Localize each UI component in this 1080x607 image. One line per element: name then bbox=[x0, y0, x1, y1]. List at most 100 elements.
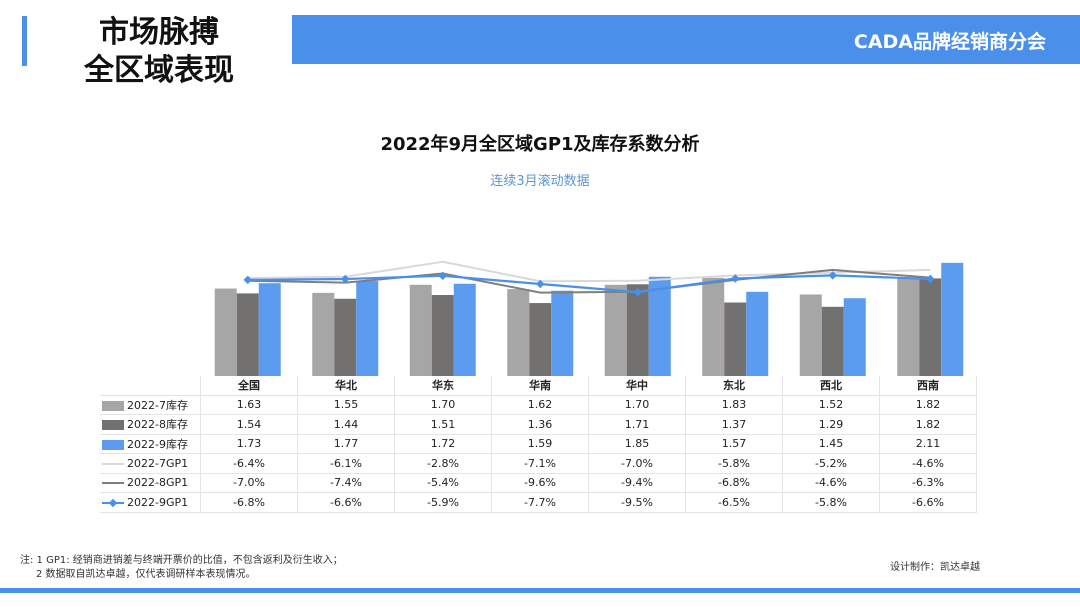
series-name: 2022-7GP1 bbox=[127, 456, 189, 470]
data-label: 1.82 bbox=[879, 414, 977, 435]
series-legend-cell: 2022-8库存 bbox=[100, 414, 201, 435]
category-label: 华中 bbox=[588, 376, 686, 396]
data-label: -9.4% bbox=[588, 472, 686, 493]
bar-3-4 bbox=[551, 290, 574, 376]
footnote: 注: 1 GP1: 经销商进销差与终端开票价的比值，不包含返利及衍生收入； 2 … bbox=[20, 554, 343, 582]
title-accent-bar bbox=[22, 16, 27, 66]
data-label: 1.85 bbox=[588, 433, 686, 454]
series-name: 2022-9库存 bbox=[127, 437, 188, 451]
table-row: 2022-9库存 1.73 1.77 1.72 1.59 1.85 1.57 1.45 2.11 bbox=[100, 433, 977, 454]
legend-swatch bbox=[102, 439, 124, 450]
bar-1-7 bbox=[799, 294, 822, 376]
data-label: -9.6% bbox=[491, 472, 589, 493]
data-label: -6.1% bbox=[297, 453, 395, 474]
data-label: 1.72 bbox=[394, 433, 492, 454]
data-label: -6.5% bbox=[685, 492, 783, 513]
legend-line bbox=[102, 482, 124, 485]
bar-1-3 bbox=[409, 284, 432, 376]
table-header-row: 全国 华北 华东 华南 华中 东北 西北 西南 bbox=[100, 376, 977, 396]
series-legend-cell: 2022-9库存 bbox=[100, 433, 201, 454]
bar-3-7 bbox=[843, 298, 866, 376]
legend-swatch bbox=[102, 478, 124, 488]
design-credit: 设计制作：凯达卓越 bbox=[890, 562, 980, 573]
legend-swatch bbox=[102, 400, 124, 411]
chart-subtitle: 连续3月滚动数据 bbox=[490, 174, 590, 189]
data-label: -5.2% bbox=[782, 453, 880, 474]
legend-line bbox=[102, 501, 124, 504]
data-label: -7.1% bbox=[491, 453, 589, 474]
data-label: 1.83 bbox=[685, 394, 783, 415]
data-label: -4.6% bbox=[782, 472, 880, 493]
gp1-point-3-7 bbox=[828, 271, 837, 280]
gp1-point-3-5 bbox=[633, 287, 642, 297]
data-table: 全国 华北 华东 华南 华中 东北 西北 西南 2022-7库存 1.63 1.55 1.70 1.62… bbox=[100, 376, 977, 513]
data-label: 1.54 bbox=[200, 414, 298, 435]
gp1-line-1 bbox=[247, 260, 931, 283]
data-label: -9.5% bbox=[588, 492, 686, 513]
bar-3-5 bbox=[648, 276, 671, 376]
gp1-point-3-3 bbox=[438, 271, 447, 281]
data-label: 1.59 bbox=[491, 433, 589, 454]
data-label: 1.71 bbox=[588, 414, 686, 435]
bar-2-8 bbox=[919, 278, 942, 376]
bar-3-8 bbox=[941, 262, 964, 376]
gp1-point-3-4 bbox=[536, 279, 545, 289]
chart-title: 2022年9月全区域GP1及库存系数分析 bbox=[380, 134, 700, 155]
data-label: 1.29 bbox=[782, 414, 880, 435]
data-label: 2.11 bbox=[879, 433, 977, 454]
data-label: 1.51 bbox=[394, 414, 492, 435]
table-row: 2022-9GP1 -6.8% -6.6% -5.9% -7.7% -9.5% -6.5% -… bbox=[100, 492, 977, 513]
data-label: 1.63 bbox=[200, 394, 298, 415]
data-label: 1.62 bbox=[491, 394, 589, 415]
data-label: -7.4% bbox=[297, 472, 395, 493]
series-name: 2022-9GP1 bbox=[127, 495, 189, 509]
footer-accent-bar bbox=[0, 588, 1080, 593]
data-label: 1.55 bbox=[297, 394, 395, 415]
bar-1-8 bbox=[897, 278, 920, 376]
data-label: -4.6% bbox=[879, 453, 977, 474]
category-label: 华东 bbox=[394, 376, 492, 396]
table-row: 2022-8GP1 -7.0% -7.4% -5.4% -9.6% -9.4% -6.8% -… bbox=[100, 472, 977, 493]
data-label: -5.4% bbox=[394, 472, 492, 493]
data-label: 1.44 bbox=[297, 414, 395, 435]
data-label: 1.70 bbox=[394, 394, 492, 415]
bar-1-4 bbox=[507, 289, 530, 376]
data-label: -6.8% bbox=[200, 492, 298, 513]
data-label: -5.9% bbox=[394, 492, 492, 513]
page-title-line1: 市场脉搏 bbox=[99, 15, 219, 50]
data-label: 1.36 bbox=[491, 414, 589, 435]
data-label: -7.0% bbox=[200, 472, 298, 493]
series-legend-cell: 2022-8GP1 bbox=[100, 472, 201, 493]
data-label: -6.8% bbox=[685, 472, 783, 493]
bar-2-2 bbox=[334, 298, 357, 376]
gp1-line-2 bbox=[247, 268, 931, 294]
gp1-point-3-1 bbox=[243, 275, 252, 285]
data-label: 1.73 bbox=[200, 433, 298, 454]
data-label: -7.7% bbox=[491, 492, 589, 513]
data-label: -6.3% bbox=[879, 472, 977, 493]
data-label: -6.6% bbox=[879, 492, 977, 513]
category-label: 西北 bbox=[782, 376, 880, 396]
bar-2-5 bbox=[626, 284, 649, 376]
bar-2-7 bbox=[821, 306, 844, 376]
category-label: 东北 bbox=[685, 376, 783, 396]
bar-1-2 bbox=[312, 292, 335, 376]
bar-3-3 bbox=[453, 283, 476, 376]
bar-1-1 bbox=[214, 288, 237, 376]
bar-2-1 bbox=[236, 293, 259, 376]
legend-line bbox=[102, 462, 124, 465]
bar-2-3 bbox=[431, 295, 454, 376]
category-label: 西南 bbox=[879, 376, 977, 396]
series-name: 2022-7库存 bbox=[127, 398, 188, 412]
page-title-line2: 全区域表现 bbox=[84, 53, 234, 88]
bar-3-2 bbox=[356, 281, 379, 376]
data-label: 1.52 bbox=[782, 394, 880, 415]
data-label: -5.8% bbox=[685, 453, 783, 474]
bar-2-4 bbox=[529, 303, 552, 376]
gp1-point-3-2 bbox=[341, 274, 350, 284]
footnote-line2: 2 数据取自凯达卓越，仅代表调研样本表现情况。 bbox=[36, 569, 256, 580]
table-row: 2022-8库存 1.54 1.44 1.51 1.36 1.71 1.37 1.29 1.82 bbox=[100, 414, 977, 435]
series-legend-cell: 2022-9GP1 bbox=[100, 492, 201, 513]
data-label: -5.8% bbox=[782, 492, 880, 513]
table-corner-cell bbox=[100, 376, 201, 395]
